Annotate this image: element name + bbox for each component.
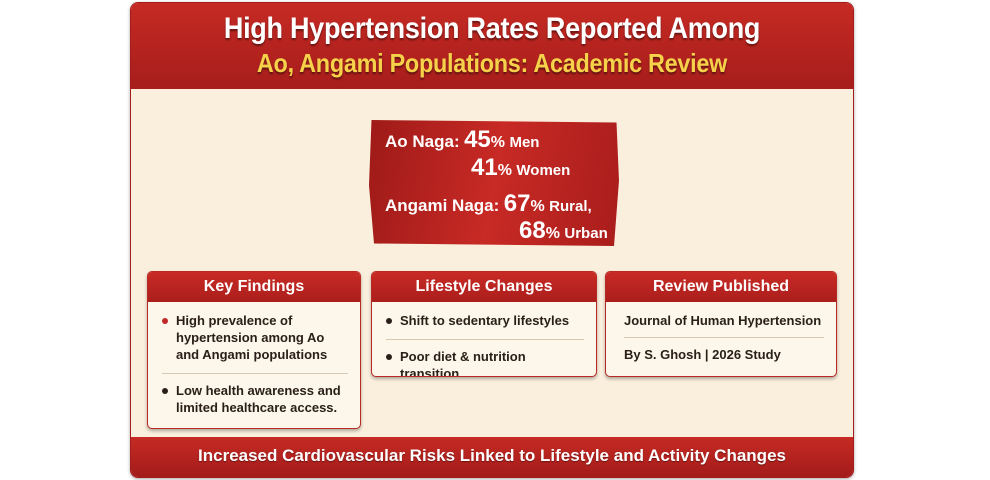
footer-banner: Increased Cardiovascular Risks Linked to… (131, 437, 853, 477)
angami-rural-stat: Angami Naga: 67% Rural, (385, 190, 592, 218)
stats-box: Ao Naga: 45% Men 41% Women Angami Naga: … (369, 120, 619, 246)
percent-sign: % (497, 162, 512, 179)
key-finding-item: Low health awareness and limited healthc… (162, 382, 348, 416)
study-byline: By S. Ghosh | 2026 Study (624, 347, 781, 362)
lifestyle-changes-card: Lifestyle Changes Shift to sedentary lif… (371, 271, 597, 377)
divider (624, 337, 824, 338)
angami-rural-label: Rural, (549, 198, 592, 215)
title-line-2: Ao, Angami Populations: Academic Review (256, 48, 728, 78)
percent-sign: % (530, 198, 545, 215)
ao-men-stat: Ao Naga: 45% Men (385, 126, 539, 154)
ao-women-stat: 41% Women (471, 154, 570, 182)
lifestyle-changes-title: Lifestyle Changes (372, 272, 596, 302)
ao-men-label: Men (509, 134, 540, 151)
ao-label: Ao Naga: (385, 132, 460, 151)
key-findings-card: Key Findings High prevalence of hyperten… (147, 271, 361, 429)
angami-urban-label: Urban (564, 225, 608, 242)
percent-sign: % (545, 225, 560, 242)
angami-urban-value: 68 (519, 217, 546, 244)
lifestyle-item: Poor diet & nutrition transition (386, 348, 584, 376)
review-published-card: Review Published Journal of Human Hypert… (605, 271, 837, 377)
divider (386, 339, 584, 340)
percent-sign: % (490, 134, 506, 151)
ao-women-value: 41 (471, 154, 498, 181)
title-line-1: High Hypertension Rates Reported Among (223, 12, 761, 45)
review-published-title: Review Published (606, 272, 836, 302)
journal-name: Journal of Human Hypertension (624, 313, 822, 328)
infographic-poster: High Hypertension Rates Reported Among A… (130, 2, 854, 478)
header-banner: High Hypertension Rates Reported Among A… (131, 3, 853, 89)
key-findings-title: Key Findings (148, 272, 360, 302)
divider (162, 373, 348, 374)
ao-men-value: 45 (464, 126, 491, 153)
lifestyle-item: Shift to sedentary lifestyles (386, 312, 584, 329)
key-finding-item: High prevalence of hypertension among Ao… (162, 312, 348, 363)
angami-urban-stat: 68% Urban (519, 217, 608, 245)
angami-rural-value: 67 (503, 190, 531, 217)
angami-label: Angami Naga: (385, 196, 500, 215)
ao-women-label: Women (516, 162, 571, 179)
